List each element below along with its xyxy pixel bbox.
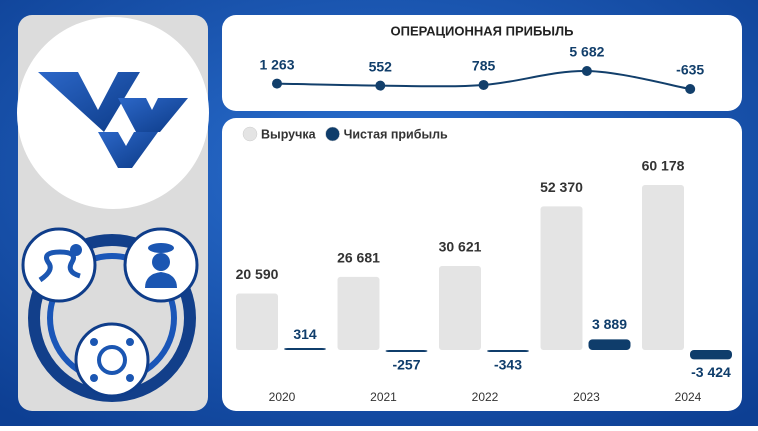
value-label: 785 xyxy=(472,58,496,74)
legend-label: Выручка xyxy=(261,127,317,141)
line-panel xyxy=(222,15,742,111)
point xyxy=(375,80,386,91)
x-tick-label: 2022 xyxy=(472,390,499,404)
point xyxy=(581,66,592,76)
value-label: 1 263 xyxy=(259,56,294,72)
point xyxy=(272,78,282,89)
x-tick-label: 2024 xyxy=(675,390,702,404)
x-tick-label: 2020 xyxy=(269,390,296,404)
plot: 1 263 552 785 5 682 -635 Выручка Чистая прибыл… xyxy=(236,44,732,404)
point xyxy=(478,79,489,90)
bar xyxy=(284,348,326,350)
value-label: 60 178 xyxy=(642,158,685,174)
value-label: 52 370 xyxy=(540,179,583,195)
value-label: 30 621 xyxy=(439,239,482,255)
bar xyxy=(588,339,631,350)
value-label: 26 681 xyxy=(337,250,380,266)
value-label: 3 889 xyxy=(592,316,627,332)
value-label: 314 xyxy=(293,326,317,342)
bar xyxy=(690,350,732,360)
left-panel xyxy=(17,15,209,411)
x-tick-label: 2023 xyxy=(573,390,600,404)
value-label: -3 424 xyxy=(691,364,731,380)
legend-swatch xyxy=(242,126,258,142)
bar xyxy=(487,350,529,352)
chart-title: ОПЕРАЦИОННАЯ ПРИБЫЛЬ xyxy=(390,23,573,38)
value-label: 20 590 xyxy=(236,266,279,282)
legend-label: Чистая прибыль xyxy=(344,127,448,141)
bar xyxy=(236,293,278,350)
legend-swatch xyxy=(325,126,340,142)
point xyxy=(685,84,696,94)
value-label: -343 xyxy=(494,357,522,373)
bar xyxy=(540,206,583,350)
x-tick-label: 2021 xyxy=(370,390,397,404)
value-label: -635 xyxy=(676,62,704,78)
bar xyxy=(642,185,684,350)
bar xyxy=(337,276,380,350)
bar xyxy=(439,266,481,350)
value-label: 552 xyxy=(369,58,393,74)
bar xyxy=(385,350,428,352)
value-label: -257 xyxy=(392,357,420,373)
value-label: 5 682 xyxy=(569,44,604,60)
